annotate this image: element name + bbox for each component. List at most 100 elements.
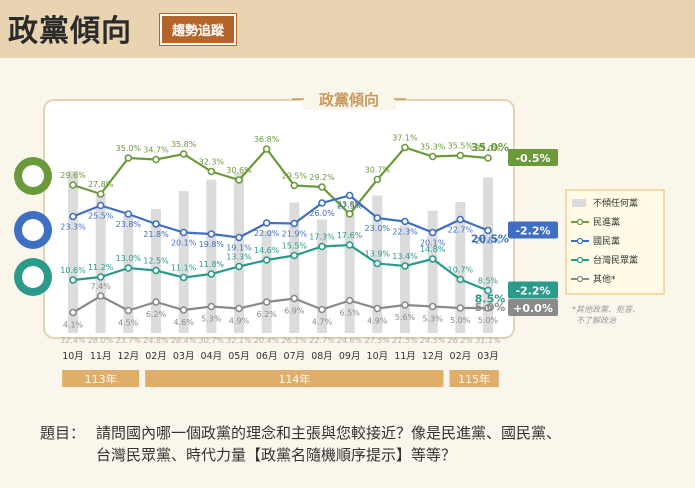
x-tick-label: 09月 <box>339 351 361 362</box>
series-point <box>124 264 133 272</box>
series-value-label: 6.2% <box>146 310 167 319</box>
series-value-label: 22.7% <box>448 226 474 235</box>
series-point <box>152 155 160 164</box>
year-band <box>62 370 140 387</box>
series-value-label: 4.9% <box>229 317 250 326</box>
bar-undecided <box>455 202 466 333</box>
legend-swatch-dot <box>576 218 584 226</box>
series-value-label: 11.2% <box>88 263 114 272</box>
series-point <box>428 255 437 263</box>
party-logo-inner <box>22 165 44 187</box>
series-point <box>428 302 437 311</box>
year-label: 113年 <box>85 372 117 386</box>
series-value-label: 8.5% <box>478 277 499 286</box>
x-tick-label: 05月 <box>228 351 250 362</box>
legend-label: 國民黨 <box>593 235 620 247</box>
bar-undecided <box>483 177 493 333</box>
series-value-label: 11.1% <box>171 264 197 273</box>
x-tick-label: 11月 <box>90 351 112 362</box>
series-point <box>207 230 216 238</box>
series-point <box>373 259 382 268</box>
series-point <box>456 151 465 160</box>
bar-undecided <box>234 172 244 333</box>
change-badge <box>508 221 558 239</box>
series-value-label: 7.4% <box>91 282 112 291</box>
series-point <box>484 304 492 312</box>
series-value-label: 22.3% <box>392 228 418 237</box>
series-point <box>428 228 437 237</box>
series-point <box>290 294 299 303</box>
bar-value-label: 28.4% <box>171 336 196 345</box>
series-point <box>207 270 216 278</box>
series-value-label: 10.7% <box>448 266 474 275</box>
bar-undecided <box>95 193 106 333</box>
year-label: 115年 <box>458 372 490 386</box>
x-tick-label: 03月 <box>173 351 195 362</box>
series-point <box>345 191 354 200</box>
series-value-label: 19.8% <box>199 240 225 249</box>
series-value-label: 14.8% <box>420 245 446 254</box>
series-point <box>262 219 271 227</box>
series-value-label: 22.0% <box>254 229 280 238</box>
change-badge <box>508 281 558 299</box>
series-line-2 <box>72 243 489 292</box>
series-value-label: 35.3% <box>420 143 446 152</box>
series-value-label: 5.3% <box>201 315 222 324</box>
series-line-3 <box>72 294 488 314</box>
series-point <box>124 306 133 315</box>
series-value-label: 29.6% <box>60 171 86 180</box>
series-value-label: 4.6% <box>174 318 195 327</box>
bar-undecided <box>261 231 272 333</box>
bar-value-label: 32.4% <box>60 336 85 345</box>
series-point <box>456 215 465 224</box>
series-value-label: 13.4% <box>392 252 418 261</box>
series-value-label: 23.3% <box>60 223 86 232</box>
series-value-label: 4.1% <box>63 321 84 330</box>
series-value-label: 5.3% <box>423 315 444 324</box>
header-bar: 政黨傾向 趨勢追蹤 <box>0 0 695 58</box>
legend-swatch <box>572 199 586 207</box>
chart-title: 政黨傾向 <box>319 91 379 109</box>
series-point <box>96 190 105 198</box>
series-point <box>262 256 271 264</box>
series-point <box>235 304 243 313</box>
change-badge-text: +0.0% <box>513 302 553 315</box>
series-point <box>345 296 354 305</box>
x-tick-label: 12月 <box>118 351 140 362</box>
series-value-label: 17.6% <box>337 231 363 240</box>
series-value-label: 12.5% <box>143 257 169 266</box>
party-logo-inner <box>22 266 44 288</box>
series-value-label: 35.8% <box>171 140 197 149</box>
question-label: 題目： <box>40 424 86 442</box>
series-value-label: 19.1% <box>226 244 252 253</box>
series-point <box>401 262 409 270</box>
change-badge <box>508 299 558 316</box>
change-badge <box>508 149 558 166</box>
question-line-2: 台灣民眾黨、時代力量【政黨名隨機順序提示】等等？ <box>96 446 457 464</box>
series-value-label: 25.5% <box>88 212 114 221</box>
series-value-label: 4.9% <box>367 317 388 326</box>
series-value-label: 23.8% <box>337 200 363 209</box>
x-tick-label: 02月 <box>450 351 472 362</box>
bar-undecided <box>400 225 410 333</box>
series-value-label: 13.9% <box>365 250 391 259</box>
legend-swatch-dot <box>576 256 584 264</box>
series-point <box>401 217 409 226</box>
x-tick-label: 03月 <box>477 351 499 362</box>
series-value-label: 20.5% <box>475 237 501 246</box>
bar-value-label: 26.1% <box>282 336 307 345</box>
series-point <box>484 286 492 295</box>
series-point <box>207 167 216 176</box>
series-value-label: 4.5% <box>118 319 139 328</box>
x-tick-label: 06月 <box>256 351 278 362</box>
trend-tag: 趨勢追蹤 <box>160 14 237 45</box>
series-last-label: 5.0% <box>475 301 506 314</box>
series-value-label: 5.0% <box>450 316 471 325</box>
series-point <box>318 242 326 251</box>
series-point <box>235 262 243 271</box>
series-point <box>318 199 326 207</box>
series-value-label: 29.5% <box>282 172 308 181</box>
series-value-label: 17.3% <box>309 233 335 242</box>
bar-undecided <box>123 214 134 333</box>
series-value-label: 34.7% <box>143 146 169 155</box>
